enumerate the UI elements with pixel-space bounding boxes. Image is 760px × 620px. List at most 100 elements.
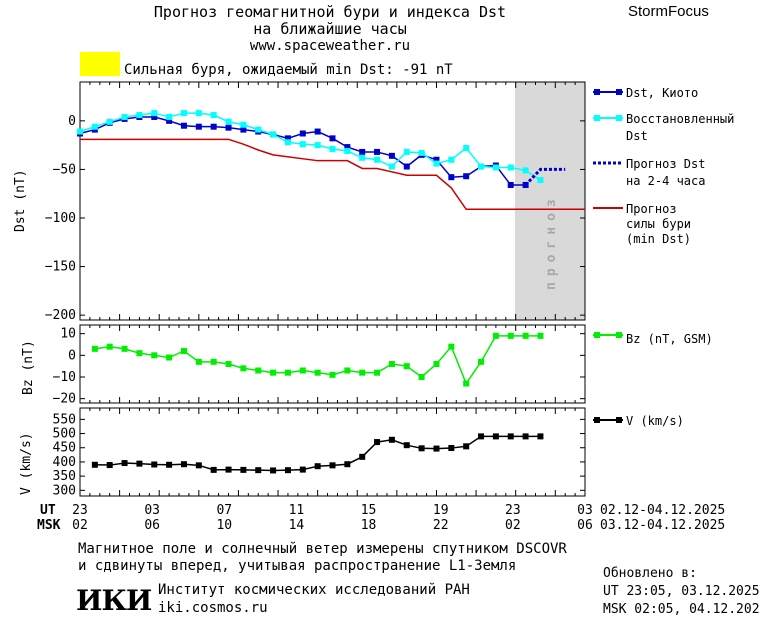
data-point bbox=[403, 148, 410, 155]
y-tick-label: −10 bbox=[53, 370, 76, 385]
data-point bbox=[537, 332, 544, 339]
data-point bbox=[507, 164, 514, 171]
msk-tick-label: 06 bbox=[577, 518, 593, 533]
ut-label: UT bbox=[40, 503, 56, 518]
msk-tick-label: 10 bbox=[216, 518, 232, 533]
legend-dst-restored-line1: Восстановленный bbox=[626, 112, 734, 126]
data-point bbox=[314, 463, 321, 470]
data-point bbox=[463, 173, 470, 180]
data-point bbox=[270, 467, 277, 474]
data-point bbox=[166, 461, 173, 468]
data-point bbox=[255, 126, 262, 133]
ut-tick-label: 23 bbox=[505, 503, 521, 518]
iki-logo[interactable]: ИКИ bbox=[76, 584, 152, 617]
data-point bbox=[448, 156, 455, 163]
data-point bbox=[136, 350, 143, 357]
legend-bz: Bz (nT, GSM) bbox=[593, 332, 713, 346]
data-point bbox=[388, 361, 395, 367]
data-point bbox=[403, 163, 410, 170]
dst-ylabel: Dst (nT) bbox=[13, 169, 28, 232]
data-point bbox=[225, 361, 232, 367]
legend-dst-kyoto-label: Dst, Киото bbox=[626, 86, 698, 100]
legend-dst-restored-line2: Dst bbox=[626, 129, 648, 143]
y-tick-label: −100 bbox=[45, 211, 76, 226]
legend-dst-kyoto: Dst, Киото bbox=[593, 86, 698, 100]
data-point bbox=[463, 380, 470, 387]
data-point bbox=[195, 462, 202, 469]
data-point bbox=[77, 128, 83, 135]
data-point bbox=[537, 177, 544, 184]
data-point bbox=[448, 174, 455, 181]
institute-site[interactable]: iki.cosmos.ru bbox=[158, 600, 268, 616]
data-point bbox=[374, 148, 381, 155]
forecast-band bbox=[515, 82, 585, 320]
y-tick-label: 0 bbox=[68, 114, 76, 129]
alert-text: Сильная буря, ожидаемый min Dst: -91 nT bbox=[124, 62, 453, 78]
data-point bbox=[299, 466, 306, 473]
data-point bbox=[195, 110, 202, 117]
ut-tick-label: 11 bbox=[289, 503, 305, 518]
data-point bbox=[299, 141, 306, 148]
data-point bbox=[374, 369, 381, 376]
chart-title-line2: на ближайшие часы bbox=[253, 20, 407, 38]
data-point bbox=[478, 433, 485, 440]
v-plot-frame bbox=[79, 407, 586, 497]
legend-forecast-line2: на 2-4 часа bbox=[626, 174, 705, 188]
data-point bbox=[507, 332, 514, 339]
data-point bbox=[91, 123, 98, 130]
legend-dst-restored: Восстановленный Dst bbox=[593, 112, 734, 143]
data-point bbox=[210, 112, 217, 119]
series-line-2 bbox=[524, 167, 566, 187]
data-point bbox=[314, 369, 321, 376]
data-point bbox=[151, 113, 158, 120]
data-point bbox=[522, 332, 529, 339]
data-point bbox=[537, 433, 544, 440]
data-point bbox=[210, 466, 217, 473]
dst-y-axis: 0 −50 −100 −150 −200 bbox=[45, 114, 585, 323]
ut-tick-label: 03 bbox=[144, 503, 160, 518]
data-point bbox=[433, 361, 440, 367]
msk-date-range: 03.12-04.12.2025 bbox=[600, 518, 725, 533]
series-line-0 bbox=[94, 335, 541, 386]
data-point bbox=[121, 345, 128, 352]
data-point bbox=[522, 433, 529, 440]
data-point bbox=[284, 135, 291, 142]
data-point bbox=[403, 442, 410, 449]
msk-label: MSK bbox=[37, 518, 61, 533]
footer-note-line2: и сдвинуты вперед, учитывая распростране… bbox=[78, 558, 517, 574]
data-point bbox=[225, 124, 232, 131]
bz-panel: 10 0 −10 −20 Bz (nT) bbox=[21, 324, 586, 407]
series-line-0 bbox=[79, 116, 526, 186]
data-point bbox=[344, 147, 351, 154]
source-url[interactable]: www.spaceweather.ru bbox=[249, 38, 411, 54]
data-point bbox=[299, 367, 306, 374]
data-point bbox=[329, 371, 336, 378]
y-tick-label: 350 bbox=[53, 469, 76, 484]
data-point bbox=[166, 117, 173, 124]
data-point bbox=[492, 433, 499, 440]
msk-tick-label: 02 bbox=[505, 518, 521, 533]
data-point bbox=[359, 154, 366, 161]
legend-forecast-line1: Прогноз Dst bbox=[626, 157, 705, 171]
data-point bbox=[507, 181, 514, 188]
data-point bbox=[374, 439, 381, 446]
legend-storm-strength: Прогноз силы бури (min Dst) bbox=[593, 202, 691, 246]
y-tick-label: 0 bbox=[68, 348, 76, 363]
data-point bbox=[433, 156, 440, 163]
data-point bbox=[240, 365, 247, 372]
data-point bbox=[448, 445, 455, 452]
institute-name: Институт космических исследований РАН bbox=[158, 582, 470, 598]
ut-tick-label: 19 bbox=[433, 503, 449, 518]
data-point bbox=[240, 466, 247, 473]
y-tick-label: −200 bbox=[45, 308, 76, 323]
dst-series-layer bbox=[77, 110, 585, 211]
data-point bbox=[195, 358, 202, 365]
y-tick-label: 500 bbox=[53, 427, 76, 442]
data-point bbox=[270, 369, 277, 376]
data-point bbox=[106, 118, 113, 125]
data-point bbox=[180, 122, 187, 129]
data-point bbox=[299, 130, 306, 137]
data-point bbox=[121, 113, 128, 120]
